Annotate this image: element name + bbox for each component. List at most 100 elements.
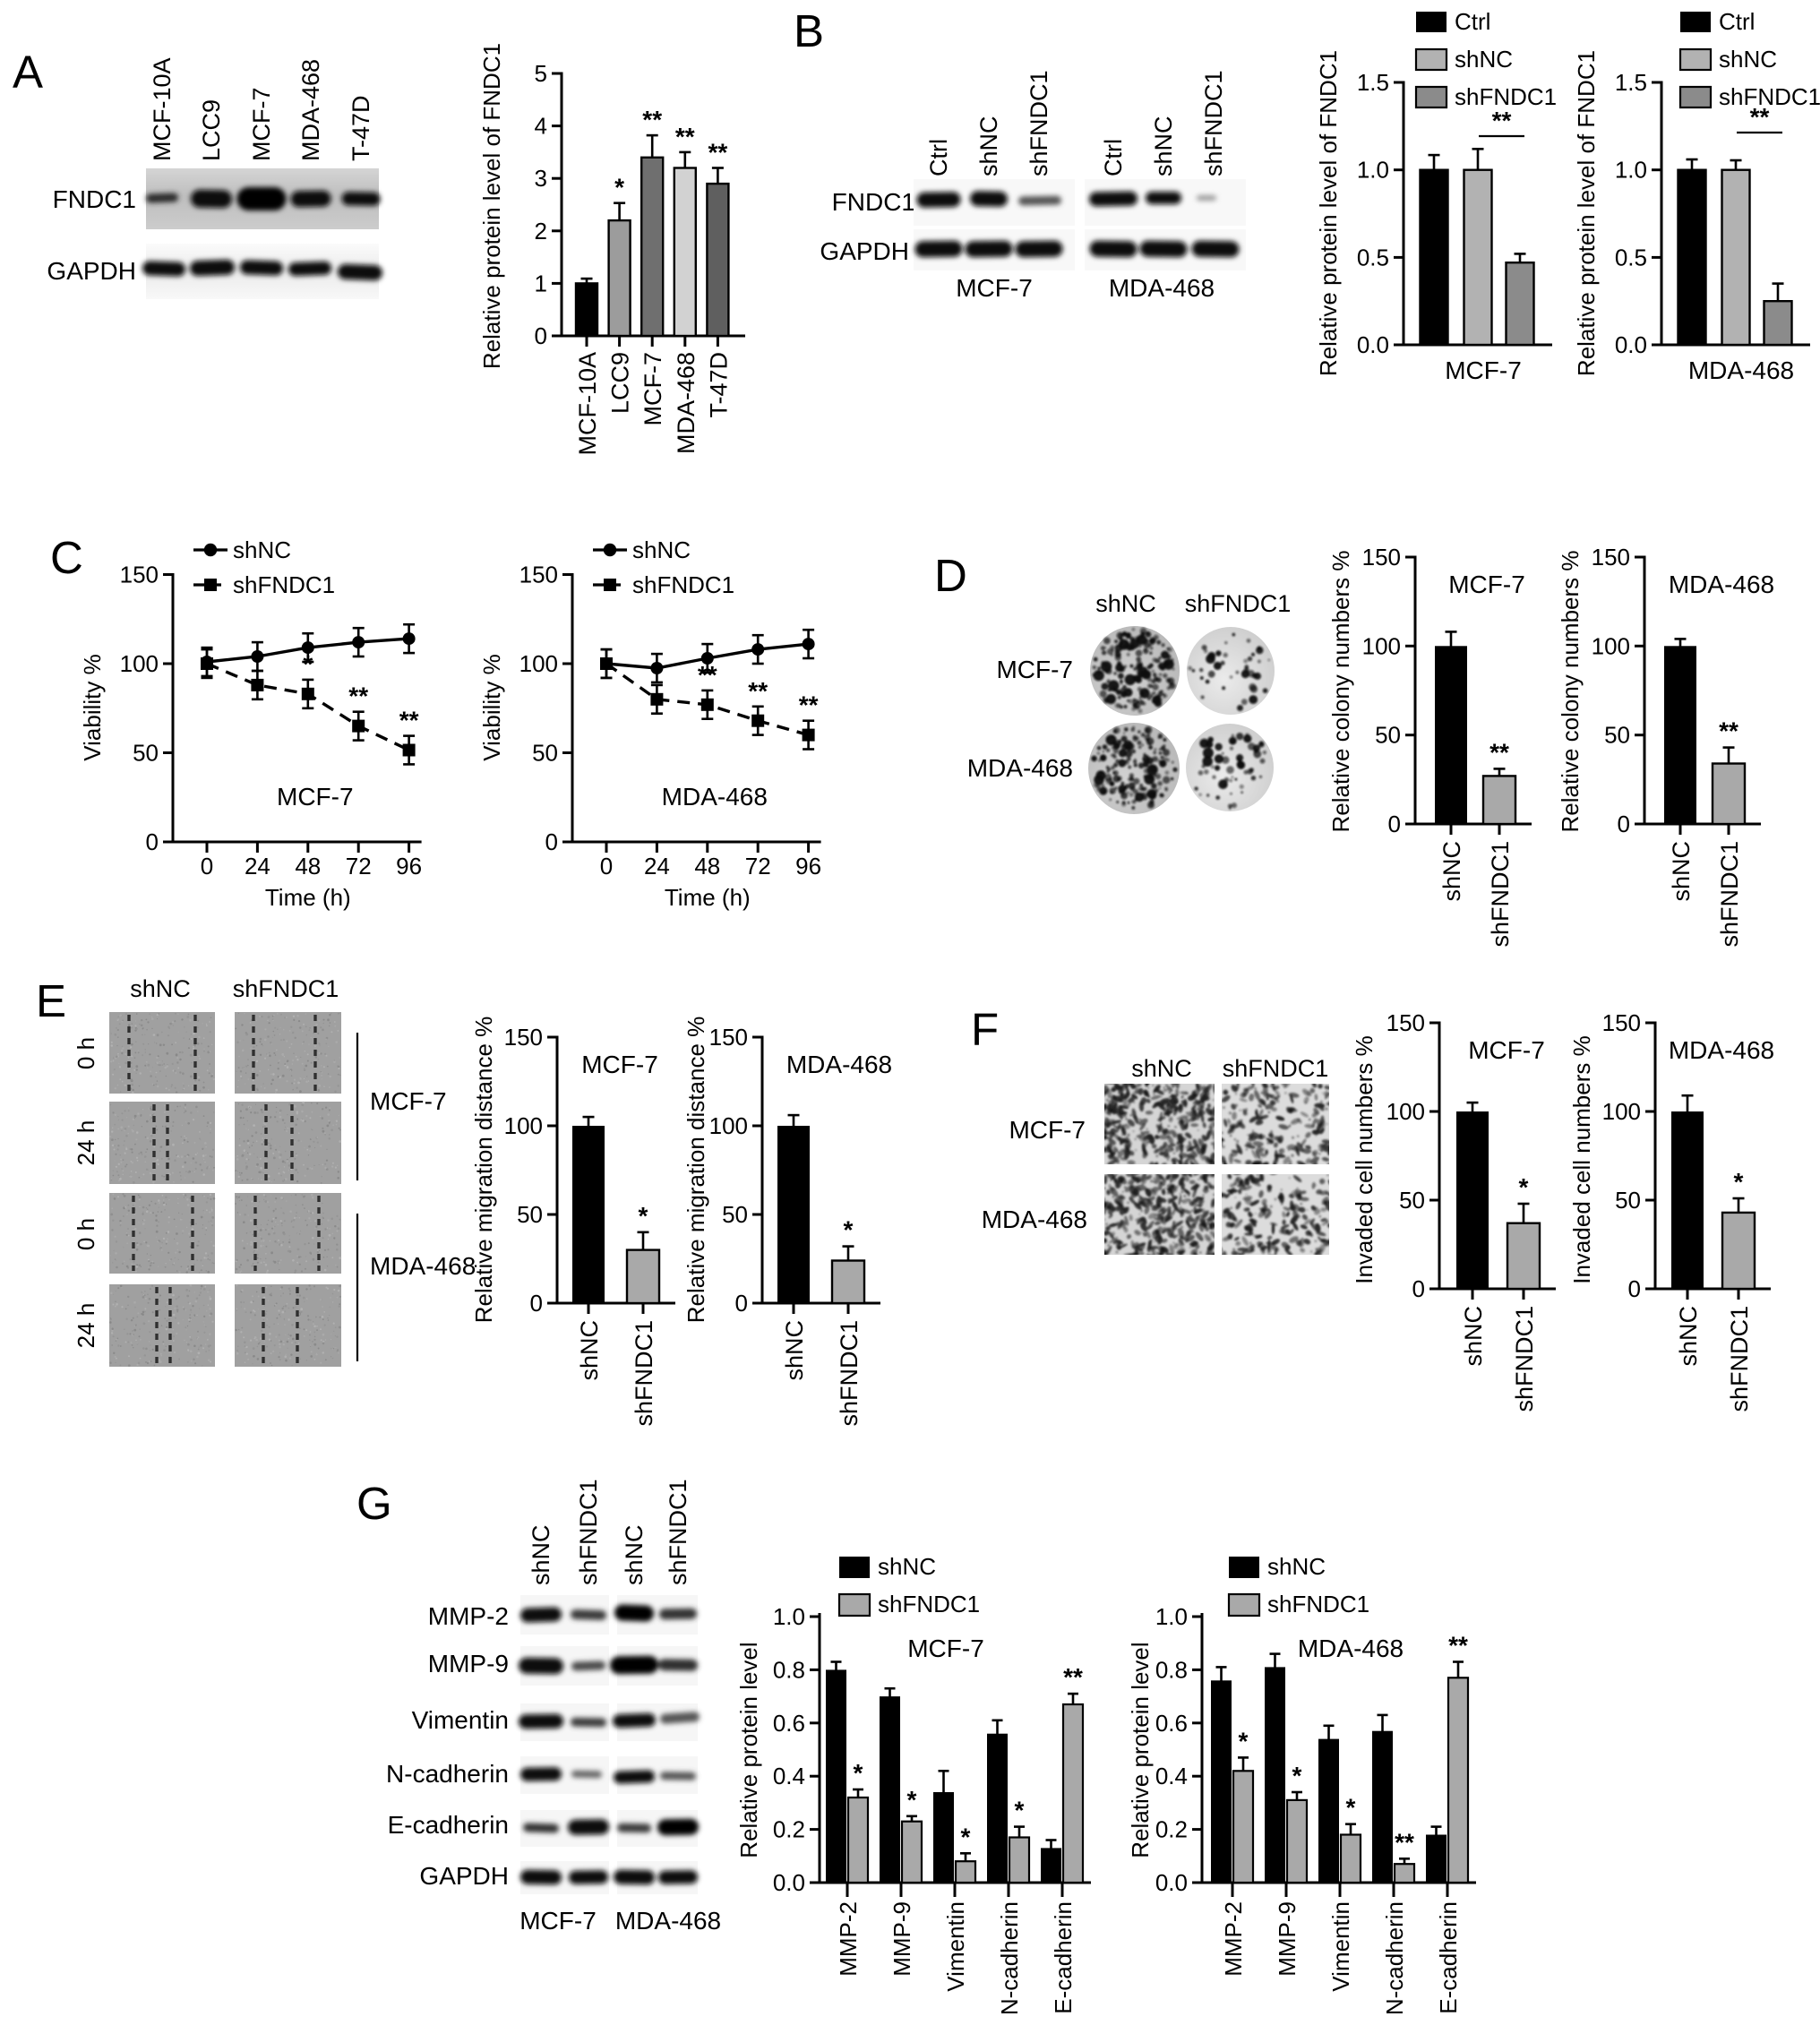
svg-text:0: 0 [735,1290,748,1317]
svg-text:shNC: shNC [233,536,291,563]
svg-text:4: 4 [535,113,547,140]
svg-text:Viability %: Viability % [478,654,505,760]
svg-text:MCF-7: MCF-7 [581,1051,658,1078]
svg-text:MDA-468: MDA-468 [982,1206,1087,1233]
svg-text:100: 100 [519,650,558,677]
svg-text:1.5: 1.5 [1615,69,1647,96]
svg-text:T-47D: T-47D [348,95,374,161]
svg-text:0.8: 0.8 [1155,1656,1188,1683]
svg-text:96: 96 [396,853,422,880]
svg-text:MMP-9: MMP-9 [428,1650,509,1677]
svg-text:MDA-468: MDA-468 [967,754,1073,782]
svg-text:150: 150 [1602,1009,1641,1036]
svg-text:**: ** [799,691,819,719]
svg-text:72: 72 [745,853,771,880]
svg-text:D: D [934,550,967,601]
svg-text:0.6: 0.6 [773,1710,805,1737]
svg-text:0.5: 0.5 [1357,244,1389,270]
svg-text:shNC: shNC [1455,46,1513,73]
svg-text:*: * [1519,1173,1529,1201]
svg-text:100: 100 [1602,1098,1641,1125]
svg-text:**: ** [698,661,717,689]
svg-text:**: ** [1448,1632,1468,1660]
svg-text:Relative colony numbers %: Relative colony numbers % [1557,550,1584,832]
svg-text:shFNDC1: shFNDC1 [632,571,734,598]
svg-text:100: 100 [504,1112,543,1139]
svg-text:1.0: 1.0 [773,1603,805,1630]
svg-text:1.0: 1.0 [1155,1603,1188,1630]
svg-text:0: 0 [1412,1275,1425,1302]
svg-text:*: * [1015,1797,1025,1824]
svg-text:MCF-7: MCF-7 [1009,1116,1086,1144]
svg-text:0.0: 0.0 [1357,331,1389,358]
svg-text:MMP-2: MMP-2 [1220,1901,1247,1977]
svg-text:shNC: shNC [632,536,691,563]
svg-text:**: ** [1719,717,1738,745]
svg-text:*: * [1292,1762,1302,1789]
svg-text:MCF-7: MCF-7 [277,783,354,811]
svg-text:0: 0 [1618,811,1630,837]
svg-text:0 h: 0 h [73,1037,99,1069]
svg-text:*: * [1239,1727,1249,1755]
svg-text:MDA-468: MDA-468 [1669,571,1774,598]
svg-text:N-cadherin: N-cadherin [996,1901,1023,2015]
svg-text:MDA-468: MDA-468 [370,1252,476,1280]
svg-text:MCF-7: MCF-7 [370,1087,447,1115]
svg-text:50: 50 [1615,1187,1641,1214]
svg-text:150: 150 [709,1024,748,1051]
svg-text:C: C [50,532,83,583]
svg-text:MCF-10A: MCF-10A [149,57,176,161]
svg-text:Ctrl: Ctrl [1719,8,1755,35]
svg-text:shNC: shNC [878,1553,936,1580]
svg-text:0: 0 [1388,811,1401,837]
svg-text:0: 0 [535,322,547,349]
svg-text:GAPDH: GAPDH [419,1862,509,1890]
svg-text:100: 100 [1362,632,1401,659]
svg-text:50: 50 [1375,722,1401,749]
svg-text:shNC: shNC [621,1524,648,1585]
svg-text:shFNDC1: shFNDC1 [1716,841,1743,948]
svg-text:shFNDC1: shFNDC1 [631,1320,657,1427]
svg-text:MMP-2: MMP-2 [835,1901,862,1977]
svg-text:G: G [356,1478,392,1529]
svg-text:shNC: shNC [1267,1553,1326,1580]
svg-text:3: 3 [535,165,547,192]
svg-text:*: * [1734,1168,1744,1196]
svg-text:**: ** [1750,103,1770,131]
svg-text:shNC: shNC [1719,46,1777,73]
svg-text:MDA-468: MDA-468 [1298,1635,1404,1662]
svg-text:MMP-2: MMP-2 [428,1602,509,1630]
svg-text:Ctrl: Ctrl [925,139,952,176]
svg-text:*: * [639,1202,648,1230]
svg-text:N-cadherin: N-cadherin [386,1760,509,1788]
svg-text:shFNDC1: shFNDC1 [1200,70,1227,176]
svg-text:MMP-9: MMP-9 [1274,1901,1301,1977]
svg-text:FNDC1: FNDC1 [53,185,136,213]
svg-text:E-cadherin: E-cadherin [388,1811,509,1839]
svg-text:Relative protein level: Relative protein level [735,1642,762,1858]
svg-text:100: 100 [709,1112,748,1139]
svg-text:0: 0 [530,1290,543,1317]
svg-text:0: 0 [201,853,213,880]
svg-text:MCF-7: MCF-7 [640,352,666,426]
svg-text:E: E [36,975,66,1026]
svg-text:24 h: 24 h [73,1120,99,1166]
svg-text:50: 50 [532,740,558,767]
svg-text:shFNDC1: shFNDC1 [1026,70,1052,176]
svg-text:shNC: shNC [1668,841,1695,902]
svg-text:shNC: shNC [1150,116,1177,176]
svg-text:Time (h): Time (h) [265,884,351,911]
svg-text:shFNDC1: shFNDC1 [1223,1055,1329,1082]
svg-text:0.8: 0.8 [773,1656,805,1683]
svg-text:B: B [794,5,824,56]
svg-text:0: 0 [600,853,613,880]
svg-text:150: 150 [1386,1009,1425,1036]
svg-text:Vimentin: Vimentin [412,1706,509,1734]
svg-text:MDA-468: MDA-468 [673,352,700,454]
svg-text:shFNDC1: shFNDC1 [1455,83,1557,110]
svg-text:48: 48 [295,853,321,880]
svg-text:1.0: 1.0 [1357,157,1389,184]
svg-text:MDA-468: MDA-468 [297,59,324,161]
svg-text:shNC: shNC [528,1524,554,1585]
svg-text:**: ** [1395,1828,1414,1856]
